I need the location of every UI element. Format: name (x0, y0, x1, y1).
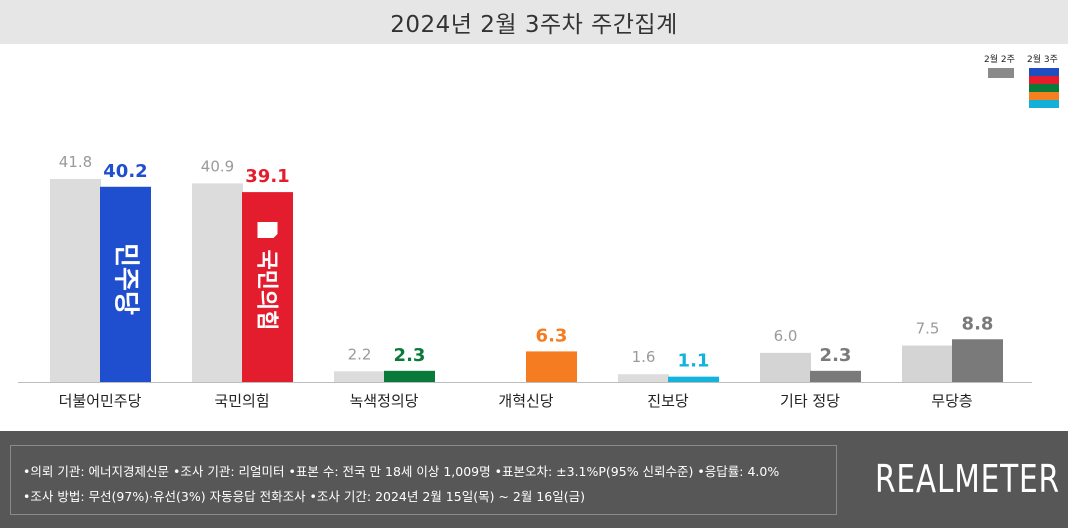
legend-prev-label: 2월 2주 (984, 55, 1015, 65)
data-label-prev: 7.5 (916, 320, 940, 338)
legend-cur-label: 2월 3주 (1027, 55, 1058, 65)
legend-cur-swatch-stripe (1029, 68, 1059, 76)
data-label-prev: 41.8 (59, 153, 92, 171)
data-label-prev: 6.0 (774, 327, 798, 345)
party-logo-text: 민주당 (111, 243, 141, 315)
data-label-cur: 2.3 (394, 345, 426, 366)
legend-cur-swatch-stripe (1029, 100, 1059, 108)
minjoo-party-logo: 민주당 (111, 243, 141, 315)
bar-cur (100, 186, 151, 382)
bar-cur (384, 370, 435, 382)
category-label: 더불어민주당 (59, 392, 142, 410)
legend-cur-swatch-stripe (1029, 76, 1059, 84)
bar-cur (952, 339, 1003, 382)
bar-prev (760, 352, 811, 382)
survey-note-box: •의뢰 기관: 에너지경제신문 •조사 기관: 리얼미터 •표본 수: 전국 만… (10, 445, 837, 515)
legend: 2월 2주 2월 3주 (980, 52, 1065, 108)
bar-prev (618, 374, 669, 382)
footer: •의뢰 기관: 에너지경제신문 •조사 기관: 리얼미터 •표본 수: 전국 만… (0, 431, 1068, 528)
data-label-cur: 39.1 (245, 166, 289, 187)
data-label-cur: 1.1 (678, 351, 710, 372)
bar-chart: 41.8 40.2 더불어민주당 40.9 39.1 국민의힘 2.2 2.3 녹색정의당 6.3… (18, 153, 1032, 410)
category-label: 국민의힘 (214, 392, 269, 410)
bar-prev (50, 179, 101, 382)
legend-cur-swatch-stripe (1029, 92, 1059, 100)
data-label-cur: 2.3 (820, 345, 852, 366)
survey-note-line2: •조사 방법: 무선(97%)·유선(3%) 자동응답 전화조사 •조사 기간:… (23, 489, 585, 504)
legend-cur-swatch (1029, 68, 1059, 108)
category-label: 무당층 (931, 392, 972, 410)
category-label: 기타 정당 (780, 392, 840, 410)
data-label-cur: 6.3 (536, 325, 568, 346)
category-label: 개혁신당 (498, 392, 553, 410)
data-label-prev: 40.9 (201, 157, 234, 175)
bar-prev (902, 345, 953, 382)
data-label-cur: 8.8 (962, 313, 994, 334)
bar-prev (334, 371, 385, 382)
realmeter-logo: REALMETER (875, 457, 1060, 501)
bar-cur (668, 376, 719, 382)
bar-prev (192, 183, 243, 382)
data-label-prev: 2.2 (348, 345, 372, 363)
data-label-cur: 40.2 (103, 161, 147, 182)
title-bar: 2024년 2월 3주차 주간집계 (0, 0, 1068, 44)
category-label: 녹색정의당 (349, 392, 418, 410)
legend-prev-swatch (988, 68, 1014, 78)
bar-cur (526, 351, 577, 382)
party-logo-text: 국민의힘 (254, 250, 279, 331)
category-label: 진보당 (647, 392, 689, 410)
ppp-party-logo: 국민의힘 (254, 222, 279, 330)
survey-note-line1: •의뢰 기관: 에너지경제신문 •조사 기관: 리얼미터 •표본 수: 전국 만… (23, 464, 780, 479)
ppp-logo-icon (257, 222, 278, 238)
legend-cur-swatch-stripe (1029, 84, 1059, 92)
data-label-prev: 1.6 (632, 348, 656, 366)
bar-cur (810, 370, 861, 382)
chart-title: 2024년 2월 3주차 주간집계 (390, 12, 678, 38)
